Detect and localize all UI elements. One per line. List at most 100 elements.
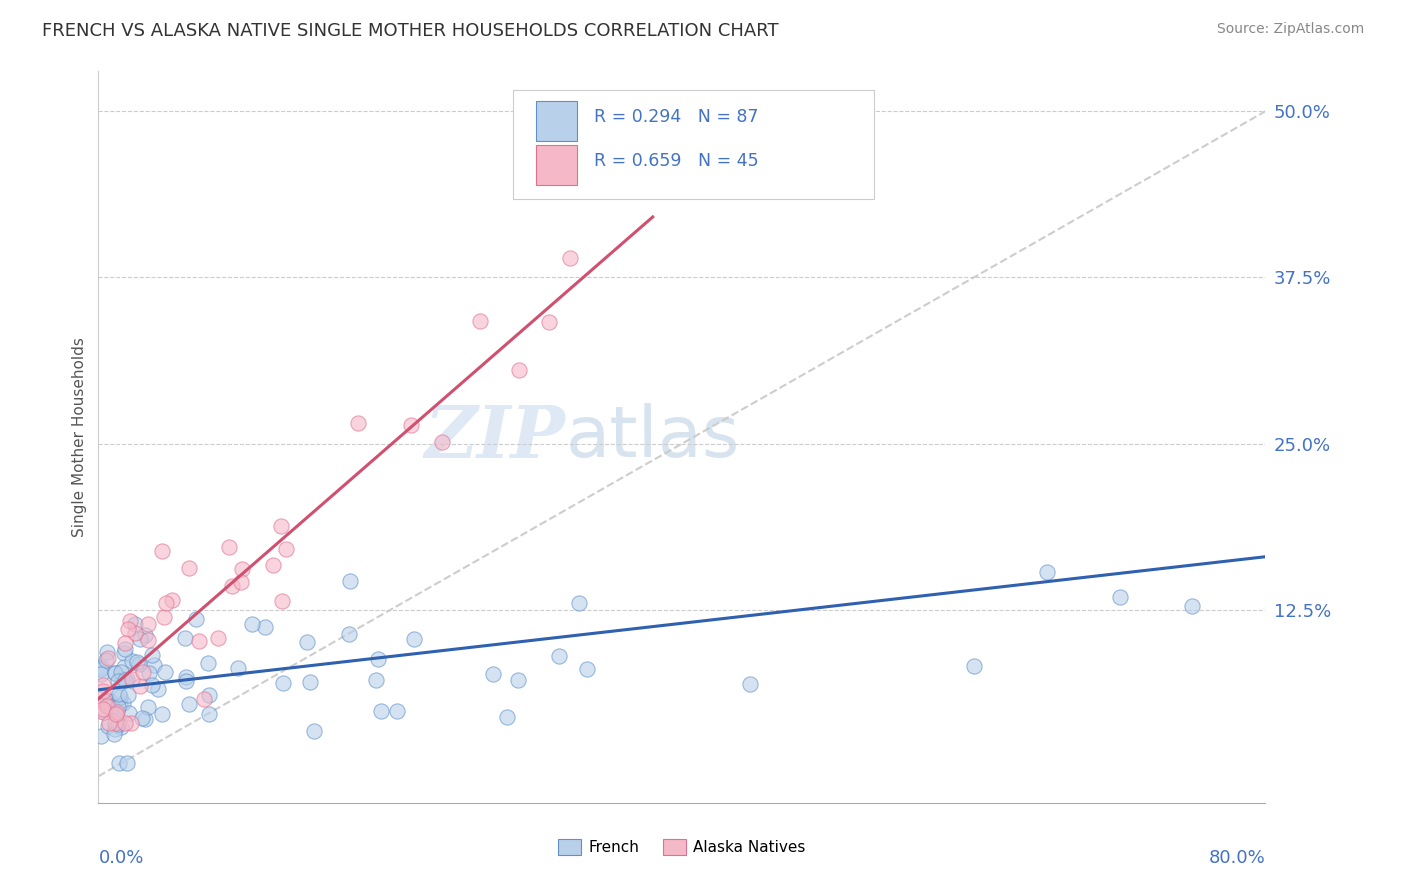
Point [193, 692, 215, 706]
Point [1035, 565, 1057, 579]
Point [121, 654, 143, 668]
Point [103, 727, 125, 741]
Point [97, 719, 120, 733]
Point [197, 656, 219, 670]
Point [107, 716, 129, 731]
Point [142, 657, 165, 672]
Point [98, 716, 121, 731]
Point [155, 596, 177, 610]
Point [370, 704, 392, 718]
Point [112, 697, 135, 711]
Point [385, 704, 408, 718]
Point [173, 632, 195, 646]
Text: 80.0%: 80.0% [1209, 849, 1265, 867]
Point [271, 676, 294, 690]
Point [179, 561, 201, 575]
Point [107, 674, 129, 689]
Point [138, 666, 160, 681]
Point [120, 716, 142, 731]
Point [112, 646, 135, 660]
Point [136, 617, 159, 632]
Point [174, 670, 197, 684]
Point [430, 435, 453, 450]
Point [226, 661, 249, 675]
Point [299, 675, 322, 690]
Point [114, 716, 136, 731]
Point [121, 672, 143, 686]
Point [117, 688, 139, 702]
Bar [536, 101, 576, 141]
Point [94, 653, 117, 667]
Point [127, 655, 149, 669]
Point [124, 625, 146, 640]
Point [274, 542, 297, 557]
Point [115, 672, 138, 686]
Point [1108, 590, 1130, 604]
Point [481, 666, 503, 681]
Point [179, 697, 201, 711]
Point [90, 660, 112, 674]
Point [254, 620, 277, 634]
Point [399, 417, 422, 432]
Point [91, 678, 114, 692]
Point [231, 574, 253, 589]
Point [129, 679, 152, 693]
Text: FRENCH VS ALASKA NATIVE SINGLE MOTHER HOUSEHOLDS CORRELATION CHART: FRENCH VS ALASKA NATIVE SINGLE MOTHER HO… [42, 22, 779, 40]
Point [91, 702, 114, 716]
Point [128, 657, 150, 671]
Point [153, 610, 176, 624]
Point [188, 634, 211, 648]
Point [207, 631, 229, 645]
Point [104, 665, 127, 680]
Point [576, 662, 599, 676]
Point [107, 700, 129, 714]
Y-axis label: Single Mother Households: Single Mother Households [72, 337, 87, 537]
Point [270, 519, 292, 533]
Point [104, 706, 127, 720]
Point [506, 673, 529, 688]
Legend: French, Alaska Natives: French, Alaska Natives [553, 833, 811, 861]
Point [93, 705, 115, 719]
Point [1181, 599, 1204, 613]
Point [152, 544, 174, 558]
Point [136, 632, 159, 647]
Point [589, 144, 612, 158]
Point [114, 673, 136, 687]
Point [103, 716, 125, 731]
Point [100, 700, 122, 714]
Point [90, 667, 112, 681]
Point [367, 652, 389, 666]
Point [96, 699, 118, 714]
Point [90, 662, 112, 676]
Point [558, 251, 581, 265]
Point [136, 699, 159, 714]
Point [184, 612, 207, 626]
Point [150, 707, 173, 722]
Point [97, 650, 120, 665]
Point [108, 756, 131, 770]
Point [112, 660, 135, 674]
Point [114, 642, 136, 657]
Point [93, 693, 115, 707]
Point [110, 690, 132, 704]
Text: R = 0.659   N = 45: R = 0.659 N = 45 [595, 153, 759, 170]
Point [117, 622, 139, 636]
Point [105, 705, 128, 719]
Point [160, 592, 183, 607]
Point [302, 724, 325, 739]
Point [221, 579, 243, 593]
Point [118, 706, 141, 721]
Point [346, 416, 368, 430]
Point [141, 648, 163, 662]
Point [364, 673, 387, 688]
Point [174, 674, 197, 689]
Text: ZIP: ZIP [425, 401, 565, 473]
Point [134, 712, 156, 726]
Point [117, 756, 139, 770]
Point [101, 698, 124, 713]
Point [110, 665, 132, 679]
Point [271, 594, 294, 608]
Point [110, 720, 132, 734]
Point [197, 688, 219, 702]
Point [132, 665, 155, 679]
